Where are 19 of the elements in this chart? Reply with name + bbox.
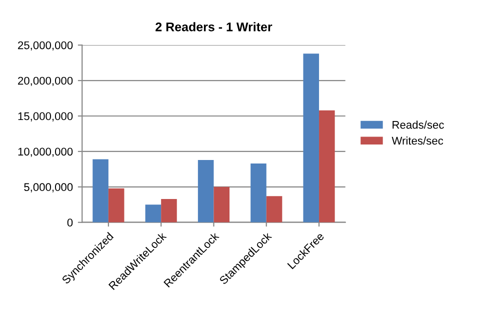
y-tick-label: 10,000,000 bbox=[18, 148, 73, 157]
bar bbox=[92, 159, 108, 222]
y-tick-label: 15,000,000 bbox=[18, 112, 73, 122]
bar bbox=[319, 110, 335, 222]
chart-title: 2 Readers - 1 Writer bbox=[156, 22, 272, 32]
bar bbox=[145, 204, 162, 222]
bar bbox=[214, 186, 230, 222]
legend-label: Writes/sec bbox=[392, 136, 444, 145]
bar bbox=[303, 54, 320, 222]
y-tick-label: 0 bbox=[67, 218, 73, 226]
y-tick-label: 5,000,000 bbox=[24, 183, 73, 192]
bar bbox=[198, 160, 214, 222]
bar bbox=[161, 198, 177, 222]
legend-label: Reads/sec bbox=[392, 120, 444, 129]
y-tick-label: 25,000,000 bbox=[18, 41, 73, 51]
bar bbox=[250, 164, 266, 222]
bar bbox=[108, 188, 124, 222]
bar bbox=[266, 196, 282, 222]
y-tick-label: 20,000,000 bbox=[18, 76, 73, 86]
